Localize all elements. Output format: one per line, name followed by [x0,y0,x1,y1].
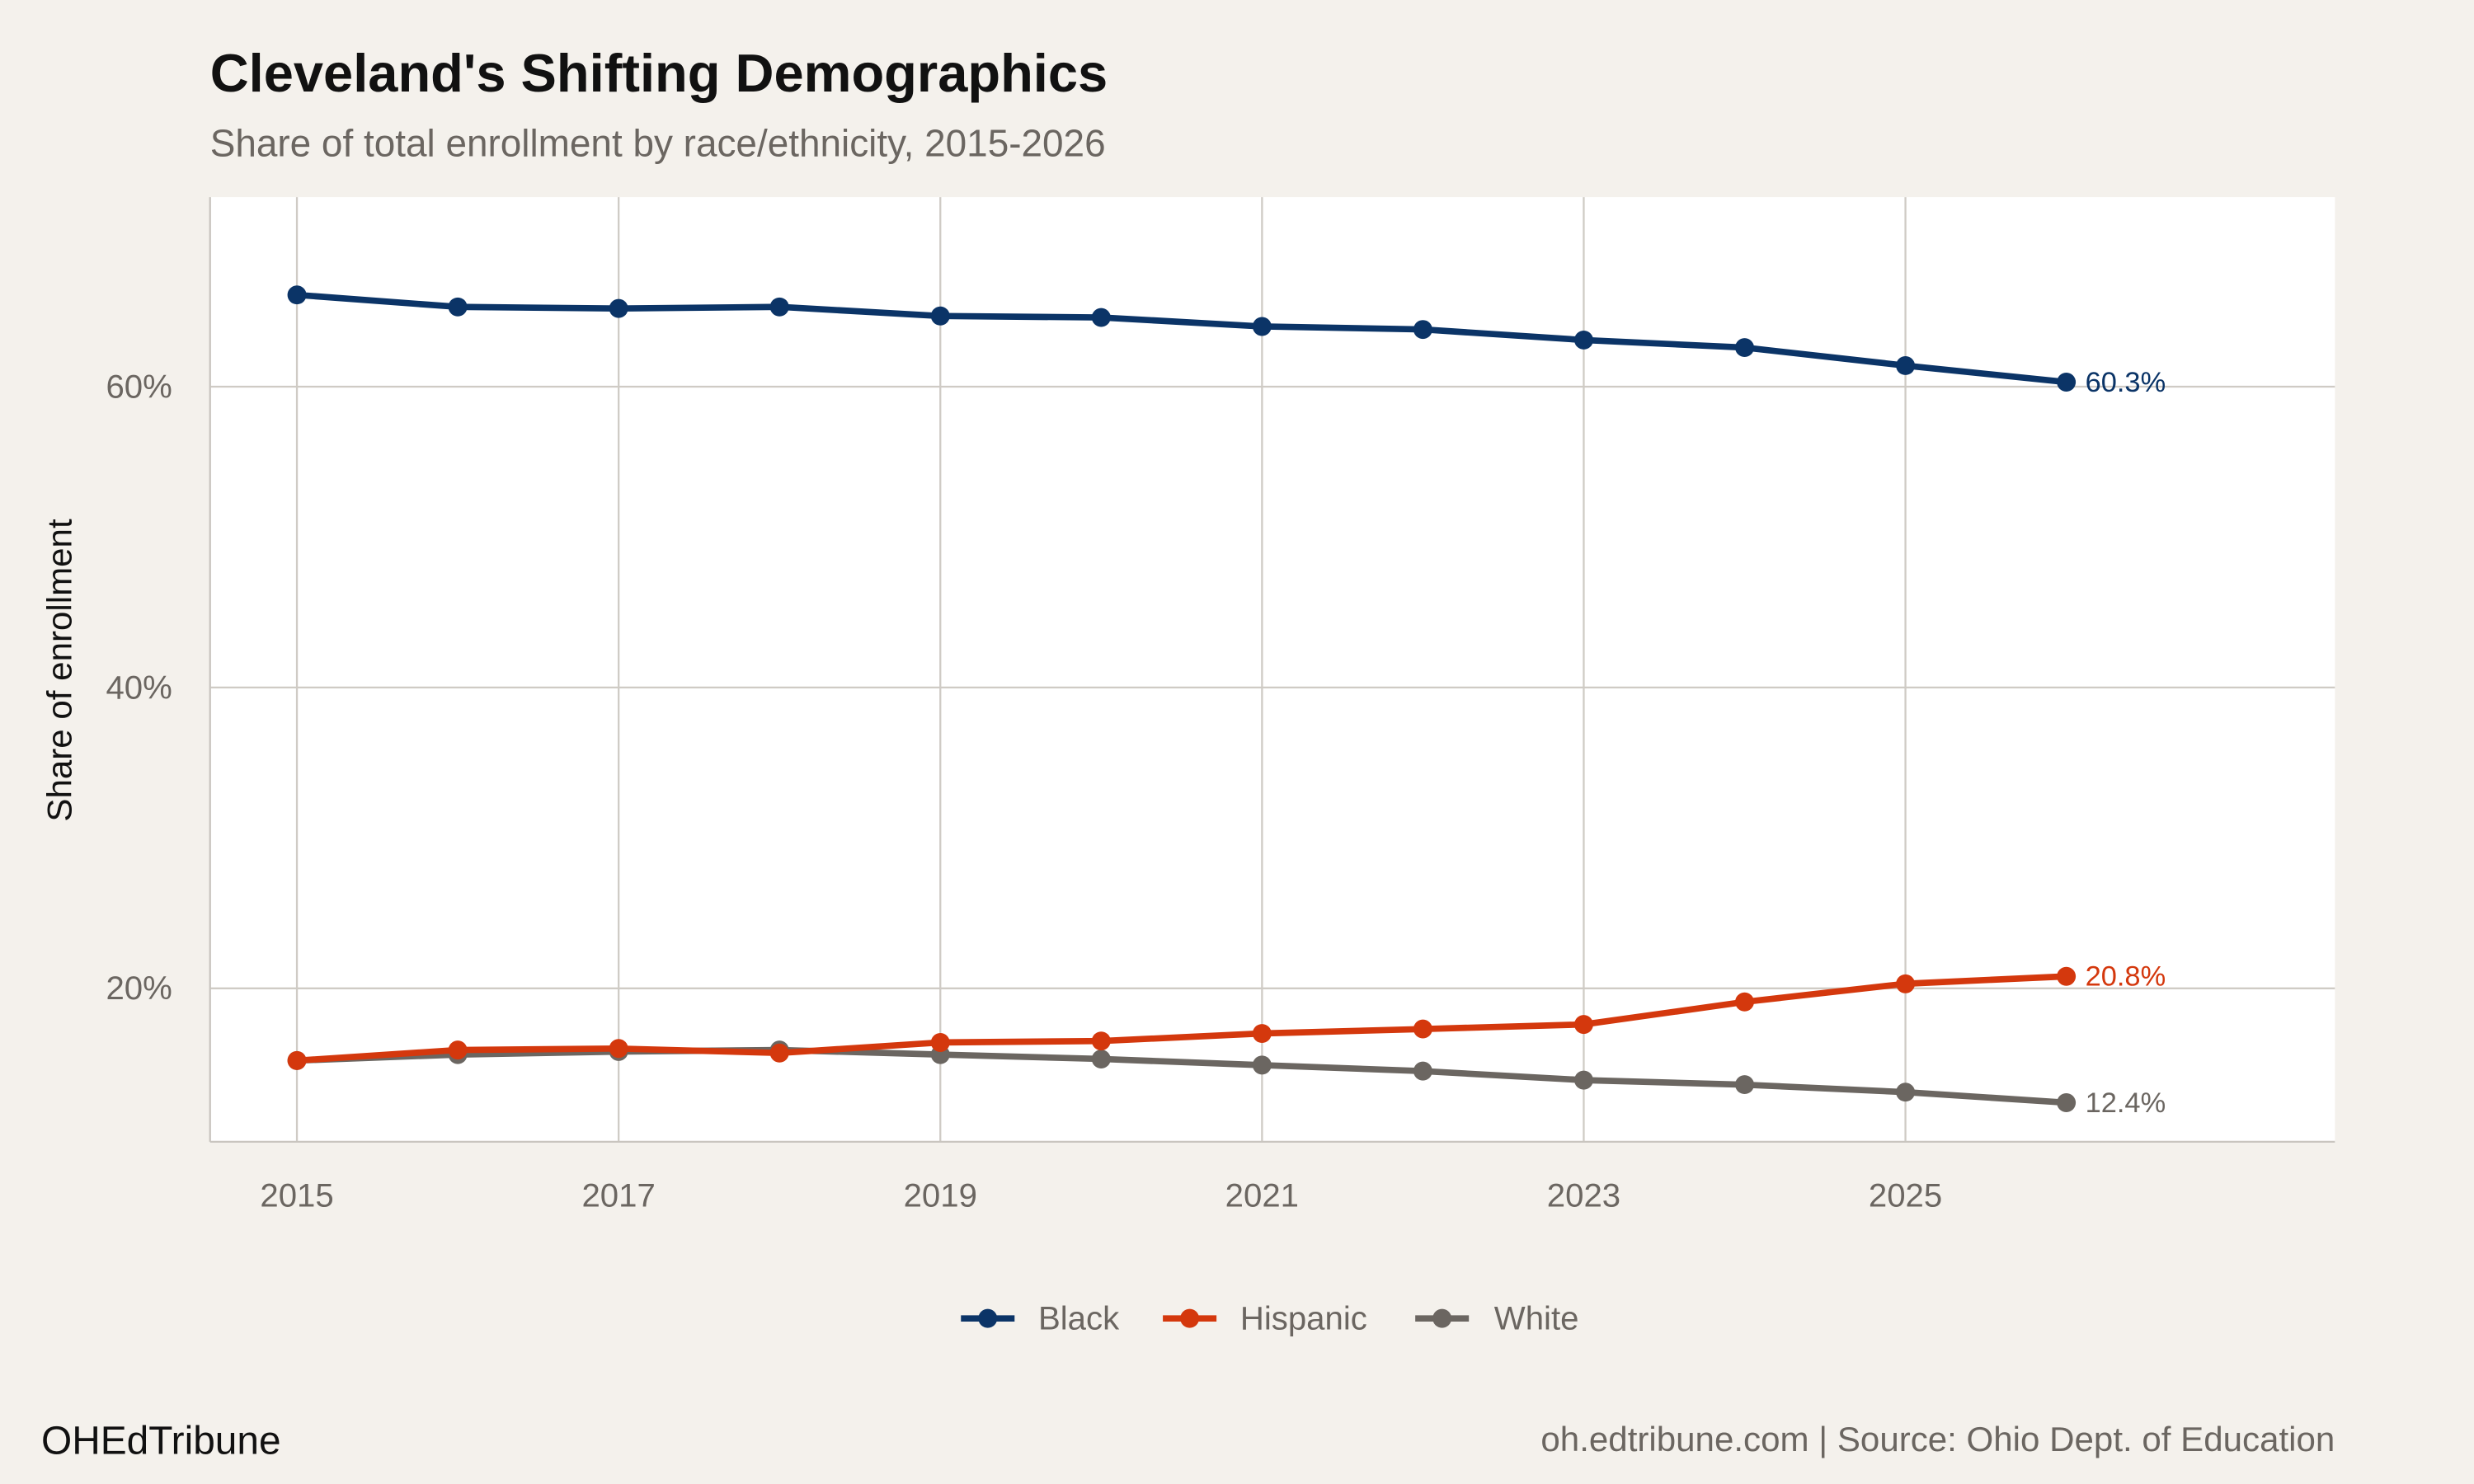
data-point [448,297,468,317]
data-point [1091,1050,1111,1069]
series-group: 12.4% 20.8% 60.3% [287,285,2166,1119]
data-point [2057,373,2077,392]
x-tick-label: 2017 [581,1176,655,1214]
data-point [930,1033,950,1052]
end-label-black: 60.3% [2086,367,2166,398]
x-tick-label: 2019 [904,1176,977,1214]
y-tick-label: 60% [106,368,172,405]
data-point [1252,1055,1272,1075]
data-point [448,1040,468,1060]
x-tick-label: 2025 [1869,1176,1942,1214]
data-point [1735,992,1754,1012]
data-point [1413,1019,1432,1039]
data-point [1091,1031,1111,1051]
x-tick-label: 2021 [1225,1176,1299,1214]
legend-item-hispanic: Hispanic [1163,1300,1367,1337]
gridlines [209,197,2335,1142]
data-point [1735,1075,1754,1095]
brand-label: OHEdTribune [41,1420,281,1463]
data-point [930,306,950,326]
series-line-black [296,291,2067,386]
data-point [1413,320,1432,340]
x-tick-label: 2023 [1547,1176,1620,1214]
series-line-white [296,1046,2067,1106]
data-point [1735,338,1754,358]
source-note: oh.edtribune.com | Source: Ohio Dept. of… [1540,1420,2335,1458]
plot-panel [209,197,2335,1142]
data-point [769,1043,789,1063]
legend-marker-icon [1432,1308,1452,1328]
legend-label: Hispanic [1240,1300,1367,1337]
data-point [1091,308,1111,327]
y-tick-labels: 20% 40% 60% [106,368,172,1007]
data-point [609,1039,628,1059]
legend: Black Hispanic White [961,1300,1578,1337]
legend-marker-icon [978,1308,998,1328]
data-point [1252,1024,1272,1044]
data-point [1413,1061,1432,1081]
data-point [1896,1082,1916,1102]
y-tick-label: 40% [106,669,172,706]
x-tick-label: 2015 [260,1176,333,1214]
end-label-hispanic: 20.8% [2086,961,2166,993]
data-point [287,285,307,305]
data-point [2057,1092,2077,1112]
series-hispanic: 20.8% [287,961,2166,1070]
data-point [1896,355,1916,375]
chart-title: Cleveland's Shifting Demographics [210,43,1108,103]
data-point [769,297,789,317]
chart-subtitle: Share of total enrollment by race/ethnic… [210,121,1106,164]
y-axis-title: Share of enrollment [40,519,78,822]
y-tick-label: 20% [106,970,172,1007]
data-point [287,1050,307,1070]
end-label-white: 12.4% [2086,1087,2166,1119]
legend-label: White [1494,1300,1579,1337]
data-point [1573,1015,1593,1035]
legend-marker-icon [1180,1308,1200,1328]
data-point [1573,330,1593,350]
data-point [1573,1070,1593,1090]
legend-item-black: Black [961,1300,1120,1337]
series-black: 60.3% [287,285,2166,398]
data-point [2057,966,2077,986]
data-point [1252,317,1272,336]
data-point [1896,974,1916,993]
legend-label: Black [1038,1300,1120,1337]
series-line-hispanic [296,973,2067,1064]
x-tick-labels: 2015 2017 2019 2021 2023 2025 [260,1176,1942,1214]
data-point [609,298,628,318]
legend-item-white: White [1415,1300,1578,1337]
